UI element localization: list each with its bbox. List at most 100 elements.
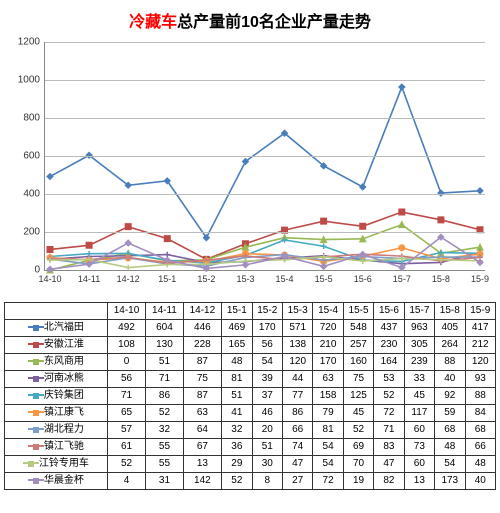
data-cell: 19	[343, 473, 373, 490]
data-cell: 30	[252, 456, 282, 473]
table-row: 河南冰熊567175813944637553334093	[5, 371, 496, 388]
data-cell: 417	[465, 320, 496, 337]
data-cell: 32	[146, 422, 183, 439]
data-cell: 67	[183, 439, 221, 456]
data-cell: 61	[107, 439, 145, 456]
data-cell: 92	[435, 388, 465, 405]
series-legend: 东风商用	[5, 354, 108, 371]
data-cell: 264	[435, 337, 465, 354]
data-cell: 52	[222, 473, 252, 490]
col-header: 15-3	[282, 303, 312, 320]
xtick: 15-1	[158, 274, 176, 284]
ytick: 1200	[4, 37, 40, 48]
series-legend: 华晨金杯	[5, 473, 108, 490]
data-cell: 31	[146, 473, 183, 490]
data-cell: 963	[404, 320, 434, 337]
series-legend: 安徽江淮	[5, 337, 108, 354]
col-header: 14-11	[146, 303, 183, 320]
data-cell: 71	[374, 422, 404, 439]
xtick: 15-3	[236, 274, 254, 284]
data-cell: 79	[313, 405, 343, 422]
data-cell: 120	[465, 354, 496, 371]
data-cell: 138	[282, 337, 312, 354]
data-cell: 68	[435, 422, 465, 439]
data-cell: 0	[107, 354, 145, 371]
xtick: 14-11	[78, 274, 100, 284]
data-cell: 71	[146, 371, 183, 388]
data-cell: 74	[282, 439, 312, 456]
data-cell: 47	[282, 456, 312, 473]
data-cell: 66	[282, 422, 312, 439]
data-cell: 60	[404, 456, 434, 473]
xtick: 15-6	[354, 274, 372, 284]
ytick: 600	[4, 151, 40, 162]
data-cell: 20	[252, 422, 282, 439]
data-cell: 48	[222, 354, 252, 371]
data-cell: 48	[465, 456, 496, 473]
data-cell: 93	[465, 371, 496, 388]
table-row: 华晨金杯431142528277219821317340	[5, 473, 496, 490]
data-cell: 41	[222, 405, 252, 422]
xtick: 15-5	[315, 274, 333, 284]
data-cell: 230	[374, 337, 404, 354]
data-cell: 130	[146, 337, 183, 354]
series-legend: 镇江飞驰	[5, 439, 108, 456]
col-header: 15-2	[252, 303, 282, 320]
table-row: 庆铃集团71868751377715812552459288	[5, 388, 496, 405]
data-cell: 68	[465, 422, 496, 439]
series-legend: 镇江康飞	[5, 405, 108, 422]
col-header: 14-12	[183, 303, 221, 320]
data-cell: 65	[107, 405, 145, 422]
data-cell: 108	[107, 337, 145, 354]
series-legend: 江铃专用车	[5, 456, 108, 473]
col-header: 15-1	[222, 303, 252, 320]
data-cell: 54	[313, 439, 343, 456]
data-cell: 83	[374, 439, 404, 456]
data-cell: 32	[222, 422, 252, 439]
series-legend: 湖北程力	[5, 422, 108, 439]
data-cell: 72	[313, 473, 343, 490]
data-cell: 52	[146, 405, 183, 422]
data-cell: 51	[222, 388, 252, 405]
data-cell: 54	[313, 456, 343, 473]
data-cell: 52	[107, 456, 145, 473]
data-cell: 40	[435, 371, 465, 388]
data-table: 14-1014-1114-1215-115-215-315-415-515-61…	[4, 302, 496, 490]
data-cell: 305	[404, 337, 434, 354]
series-legend: 北汽福田	[5, 320, 108, 337]
data-cell: 66	[465, 439, 496, 456]
data-cell: 125	[343, 388, 373, 405]
data-cell: 59	[435, 405, 465, 422]
xtick: 14-10	[38, 274, 61, 284]
xtick: 15-4	[276, 274, 294, 284]
data-cell: 40	[465, 473, 496, 490]
data-cell: 437	[374, 320, 404, 337]
data-cell: 210	[313, 337, 343, 354]
data-cell: 84	[465, 405, 496, 422]
data-cell: 160	[343, 354, 373, 371]
data-cell: 63	[313, 371, 343, 388]
data-cell: 33	[404, 371, 434, 388]
data-cell: 45	[343, 405, 373, 422]
data-cell: 60	[404, 422, 434, 439]
ytick: 400	[4, 189, 40, 200]
data-cell: 88	[435, 354, 465, 371]
data-cell: 4	[107, 473, 145, 490]
data-cell: 86	[282, 405, 312, 422]
col-header: 15-9	[465, 303, 496, 320]
data-cell: 492	[107, 320, 145, 337]
data-cell: 54	[435, 456, 465, 473]
data-cell: 75	[183, 371, 221, 388]
data-cell: 37	[252, 388, 282, 405]
data-cell: 44	[282, 371, 312, 388]
data-cell: 173	[435, 473, 465, 490]
col-header: 15-8	[435, 303, 465, 320]
data-cell: 52	[343, 422, 373, 439]
data-cell: 39	[252, 371, 282, 388]
plot-area: 14-1014-1114-1215-115-215-315-415-515-61…	[44, 42, 485, 271]
data-cell: 117	[404, 405, 434, 422]
data-cell: 63	[183, 405, 221, 422]
table-row: 湖北程力573264322066815271606868	[5, 422, 496, 439]
data-cell: 47	[374, 456, 404, 473]
data-cell: 142	[183, 473, 221, 490]
